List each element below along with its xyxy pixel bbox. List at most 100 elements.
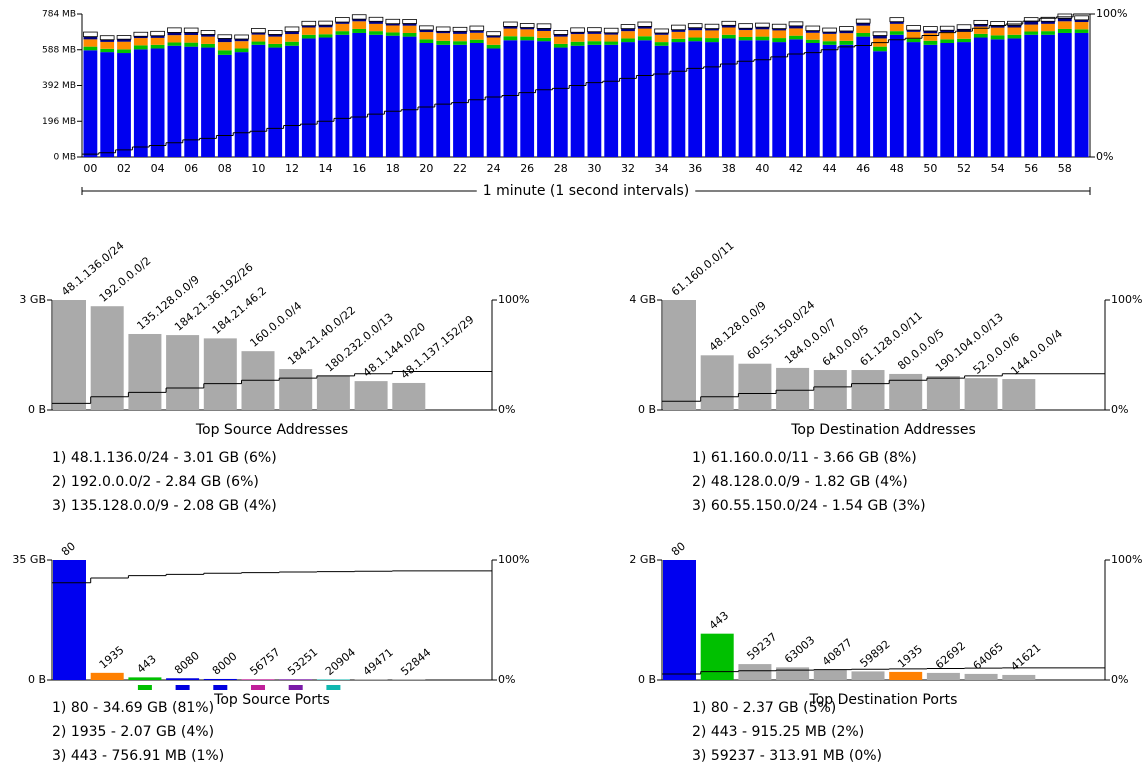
bar-segment	[100, 39, 115, 42]
bar-segment	[738, 23, 753, 29]
bar-segment	[369, 31, 383, 35]
bar	[316, 376, 350, 410]
bar-segment	[755, 40, 770, 157]
bar-segment	[402, 19, 417, 24]
y-tick-label: 0 B	[28, 403, 46, 416]
bar-segment	[721, 25, 736, 28]
bar-segment	[923, 44, 938, 157]
bar-segment	[738, 36, 753, 41]
bar-segment	[335, 17, 350, 23]
bar-segment	[805, 43, 820, 157]
bar-segment	[268, 34, 283, 37]
x-tick-label: 04	[151, 162, 165, 175]
bar-segment	[637, 21, 653, 27]
x-tick-label: 20	[419, 162, 433, 175]
bar	[53, 560, 86, 680]
bar-segment	[637, 36, 652, 41]
y2-tick-label: 100%	[1096, 7, 1127, 20]
bar-segment	[83, 31, 98, 38]
bar-segment	[352, 21, 367, 29]
bar-label: 20904	[323, 646, 358, 678]
bar	[663, 560, 696, 680]
bar-segment	[520, 27, 535, 30]
bar-segment	[654, 32, 669, 35]
bar-segment	[940, 43, 955, 157]
bar	[813, 669, 847, 680]
bar-segment	[469, 39, 484, 44]
bar-segment	[1074, 32, 1089, 157]
bar-segment	[839, 40, 854, 45]
bar-segment	[705, 38, 719, 43]
chart-title: Top Destination Ports	[809, 692, 958, 708]
bar	[851, 370, 885, 410]
bar	[738, 363, 772, 410]
bar-segment	[117, 53, 131, 157]
bar-segment	[385, 35, 400, 158]
bar-segment	[738, 30, 753, 37]
bar-segment	[369, 23, 383, 32]
bar-segment	[335, 34, 350, 157]
bar-segment	[268, 47, 283, 157]
bar-label: 8080	[172, 649, 202, 677]
bar	[354, 381, 388, 410]
bar-segment	[251, 32, 266, 35]
bar-segment	[788, 21, 804, 27]
bar-segment	[436, 33, 451, 41]
bar-segment	[671, 29, 686, 32]
bar-segment	[201, 47, 215, 157]
bar-segment	[503, 26, 518, 29]
bar-segment	[301, 27, 316, 35]
bar-segment	[1041, 34, 1055, 157]
x-tick-label: 58	[1058, 162, 1072, 175]
y-tick-label: 2 GB	[629, 553, 656, 566]
y-tick-label: 35 GB	[12, 553, 46, 566]
bar-segment	[83, 36, 98, 40]
bar	[166, 678, 200, 680]
bar-segment	[973, 37, 988, 157]
bar-segment	[301, 20, 317, 27]
x-tick-label: 24	[487, 162, 501, 175]
bar-segment	[352, 19, 367, 22]
bar-segment	[873, 51, 887, 157]
bar-segment	[1074, 15, 1089, 21]
bar-segment	[1024, 24, 1039, 32]
bar-segment	[873, 35, 887, 39]
bar-segment	[755, 29, 770, 37]
bar-segment	[805, 39, 820, 44]
bar-segment	[251, 28, 266, 34]
bar-segment	[771, 23, 787, 29]
bar-segment	[856, 32, 871, 37]
bar-segment	[486, 37, 501, 45]
x-tick-label: 28	[554, 162, 568, 175]
color-swatch	[326, 685, 341, 690]
bar-segment	[889, 17, 905, 23]
color-swatch	[175, 685, 190, 690]
bar-segment	[184, 32, 199, 35]
top-list-item: 2) 192.0.0.0/2 - 2.84 GB (6%)	[52, 474, 259, 490]
bar-segment	[369, 34, 383, 157]
bar-segment	[117, 39, 131, 42]
bar-segment	[973, 26, 988, 34]
bar	[203, 338, 237, 410]
bar-segment	[301, 25, 316, 28]
bar-segment	[1041, 31, 1055, 35]
bar-segment	[503, 40, 518, 157]
bar-segment	[1041, 21, 1055, 24]
bar	[776, 367, 810, 410]
bar-segment	[268, 43, 283, 48]
bar-segment	[285, 45, 299, 157]
bar	[392, 382, 426, 410]
bar-segment	[906, 31, 921, 39]
bar-segment	[973, 33, 988, 38]
bar-segment	[772, 28, 787, 31]
y2-tick-label: 100%	[1111, 293, 1142, 306]
y-tick-label: 784 MB	[42, 10, 76, 20]
bar-segment	[704, 23, 720, 29]
x-tick-label: 02	[117, 162, 131, 175]
top-list-item: 2) 48.128.0.0/9 - 1.82 GB (4%)	[692, 474, 908, 490]
bar-segment	[906, 30, 921, 32]
chart-title: Top Source Ports	[213, 692, 330, 708]
x-tick-label: 36	[688, 162, 702, 175]
x-tick-label: 16	[352, 162, 366, 175]
bar-segment	[553, 30, 569, 35]
